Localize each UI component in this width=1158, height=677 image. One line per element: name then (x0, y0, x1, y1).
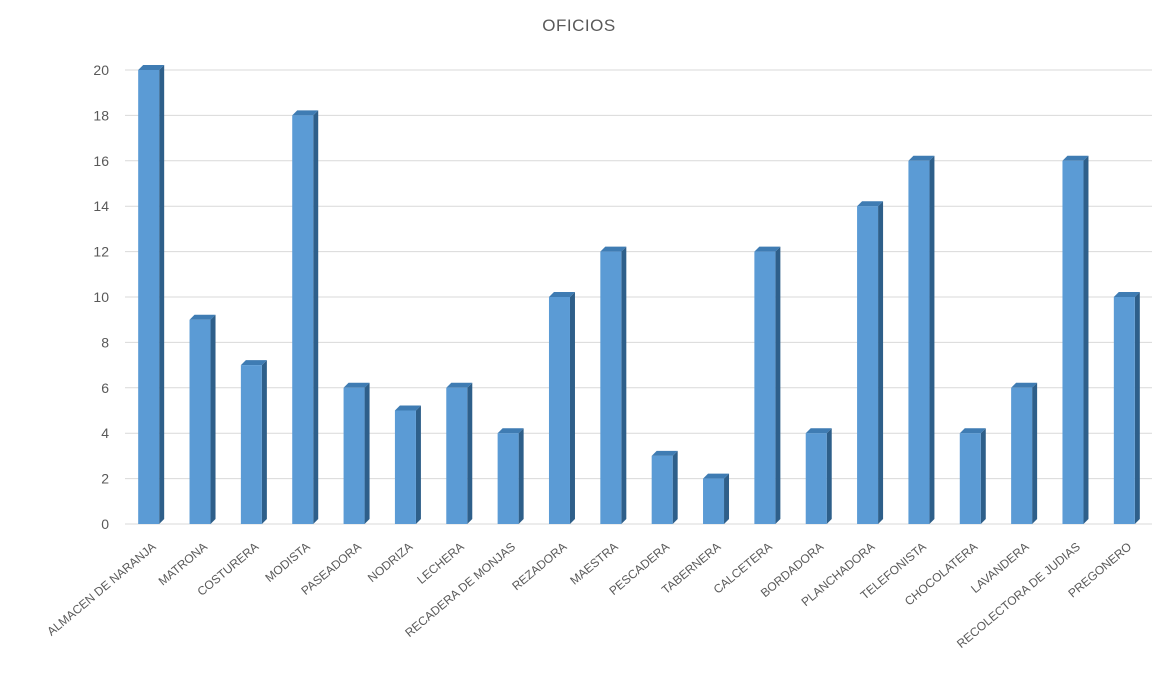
y-axis-ticks: 0 2 4 6 8 10 12 14 16 18 20 (93, 62, 109, 532)
bar (292, 110, 319, 525)
bar (394, 405, 421, 524)
x-category-label: MAESTRA (567, 540, 620, 588)
bars (138, 65, 1140, 525)
x-category-label: LECHERA (414, 540, 466, 587)
y-tick-label: 2 (101, 471, 109, 487)
bar (189, 314, 216, 524)
bar (959, 428, 986, 524)
y-tick-label: 8 (101, 334, 109, 350)
bar (1011, 382, 1038, 524)
y-tick-label: 16 (93, 153, 109, 169)
bar (1113, 292, 1140, 524)
bar (497, 428, 524, 524)
bar (908, 155, 935, 525)
x-category-label: REZADORA (509, 540, 569, 594)
y-tick-label: 12 (93, 244, 109, 260)
y-tick-label: 0 (101, 516, 109, 532)
bar (446, 382, 473, 524)
bar (857, 201, 884, 524)
bar (600, 246, 627, 524)
bar (343, 382, 370, 524)
bar (703, 473, 730, 524)
y-tick-label: 14 (93, 198, 109, 214)
chart-title: OFICIOS (542, 16, 616, 35)
bar (1062, 155, 1089, 525)
bar (754, 246, 781, 524)
bar (805, 428, 832, 524)
bar (138, 65, 165, 524)
x-category-label: NODRIZA (365, 540, 415, 585)
y-tick-label: 18 (93, 107, 109, 123)
y-tick-label: 6 (101, 380, 109, 396)
y-tick-label: 10 (93, 289, 109, 305)
bar (548, 292, 575, 524)
bar (240, 360, 267, 524)
x-category-label: MODISTA (262, 540, 312, 585)
bar (651, 450, 678, 524)
x-category-label: ALMACEN DE NARANJA (44, 540, 158, 639)
gridlines (125, 69, 1152, 525)
y-tick-label: 4 (101, 425, 109, 441)
y-tick-label: 20 (93, 62, 109, 78)
